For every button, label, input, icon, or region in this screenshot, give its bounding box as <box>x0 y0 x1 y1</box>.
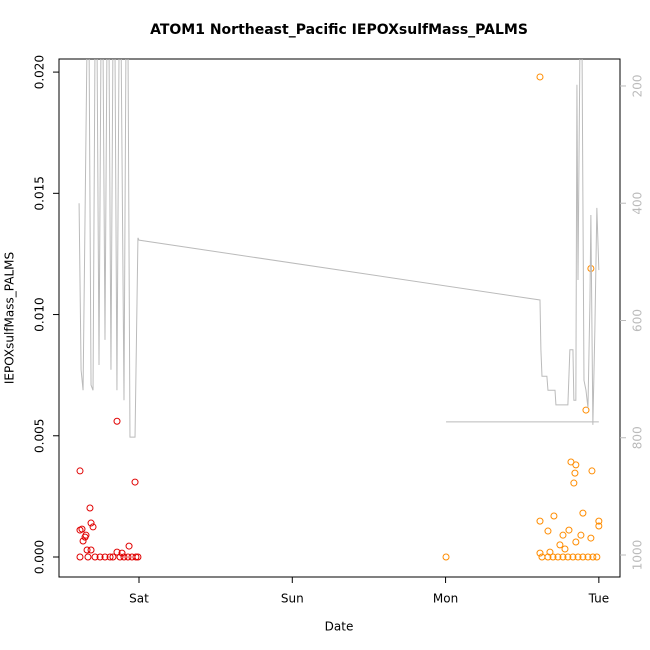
point <box>86 504 94 512</box>
point <box>125 542 133 550</box>
y2-tick-label: 1000 <box>631 540 645 571</box>
point <box>79 537 87 545</box>
point <box>574 553 582 561</box>
point <box>83 546 91 554</box>
point <box>118 549 126 557</box>
point <box>78 525 86 533</box>
y-tick-label: 0.005 <box>33 419 47 453</box>
point <box>587 534 595 542</box>
point <box>87 546 95 554</box>
x-axis-label: Date <box>325 620 354 634</box>
point <box>588 467 596 475</box>
point <box>549 553 557 561</box>
point <box>109 553 117 561</box>
point <box>113 548 121 556</box>
point <box>559 531 567 539</box>
y2-tick-label: 800 <box>631 426 645 449</box>
point <box>544 527 552 535</box>
point <box>559 553 567 561</box>
point <box>569 553 577 561</box>
point <box>132 553 140 561</box>
point <box>84 553 92 561</box>
point <box>565 526 573 534</box>
point <box>595 517 603 525</box>
point <box>82 531 90 539</box>
point <box>572 461 580 469</box>
point <box>536 549 544 557</box>
point <box>554 553 562 561</box>
x-tick-label: Sat <box>129 592 149 606</box>
point <box>89 523 97 531</box>
point <box>593 553 601 561</box>
x-tick-label: Sun <box>281 592 304 606</box>
point <box>571 469 579 477</box>
point <box>572 538 580 546</box>
point <box>582 406 590 414</box>
point <box>577 531 585 539</box>
point <box>106 553 114 561</box>
point <box>134 553 142 561</box>
point <box>595 522 603 530</box>
point <box>550 512 558 520</box>
point <box>556 541 564 549</box>
y-tick-label: 0.015 <box>33 176 47 210</box>
point <box>120 553 128 561</box>
point <box>76 553 84 561</box>
point <box>124 553 132 561</box>
y2-tick-label: 400 <box>631 192 645 215</box>
point <box>91 553 99 561</box>
point <box>101 553 109 561</box>
point <box>561 545 569 553</box>
line-series <box>78 59 600 438</box>
point <box>589 553 597 561</box>
y-tick-label: 0.020 <box>33 55 47 89</box>
y-tick-label: 0.000 <box>33 540 47 574</box>
point <box>584 553 592 561</box>
point <box>76 467 84 475</box>
plot-area <box>76 59 603 561</box>
plot-box <box>58 58 621 578</box>
point <box>116 553 124 561</box>
y-axis-label: IEPOXsulfMass_PALMS <box>3 252 17 384</box>
point <box>579 553 587 561</box>
x-tick-label: Tue <box>588 592 610 606</box>
chart-title: ATOM1 Northeast_Pacific IEPOXsulfMass_PA… <box>150 22 528 38</box>
point <box>442 553 450 561</box>
y2-tick-label: 200 <box>631 75 645 98</box>
point <box>579 509 587 517</box>
point <box>113 417 121 425</box>
point <box>87 519 95 527</box>
point <box>131 478 139 486</box>
point <box>536 517 544 525</box>
point <box>96 553 104 561</box>
point <box>536 73 544 81</box>
y-tick-label: 0.010 <box>33 297 47 331</box>
x-tick-label: Mon <box>433 592 458 606</box>
point <box>564 553 572 561</box>
y2-tick-label: 600 <box>631 309 645 332</box>
point <box>570 479 578 487</box>
point <box>544 553 552 561</box>
